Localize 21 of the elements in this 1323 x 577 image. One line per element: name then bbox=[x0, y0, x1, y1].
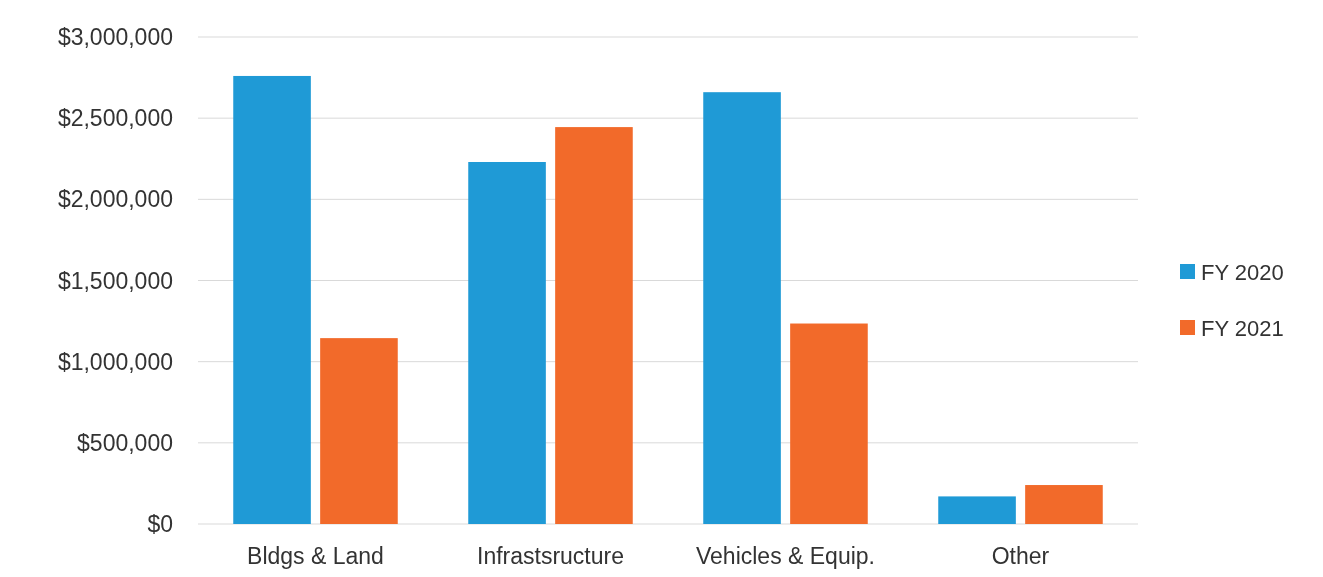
bar bbox=[703, 92, 781, 524]
bar bbox=[468, 162, 546, 524]
legend-label: FY 2020 bbox=[1201, 259, 1284, 285]
bar bbox=[938, 496, 1016, 524]
bar bbox=[790, 323, 868, 524]
bar bbox=[1025, 485, 1103, 524]
bar bbox=[233, 75, 311, 524]
y-tick-label: $0 bbox=[147, 511, 173, 538]
x-tick-label: Other bbox=[991, 543, 1050, 569]
bar bbox=[320, 338, 398, 524]
x-tick-label: Vehicles & Equip. bbox=[695, 543, 876, 569]
legend-label: FY 2021 bbox=[1201, 315, 1284, 341]
y-tick-label: $3,000,000 bbox=[57, 24, 173, 51]
y-tick-label: $2,500,000 bbox=[57, 105, 173, 132]
y-tick-label: $1,000,000 bbox=[57, 348, 173, 375]
x-tick-label: Bldgs & Land bbox=[247, 543, 384, 569]
x-tick-label: Infrastsructure bbox=[477, 543, 624, 569]
y-tick-label: $1,500,000 bbox=[57, 267, 173, 294]
y-tick-label: $500,000 bbox=[77, 429, 173, 456]
bar bbox=[555, 127, 633, 524]
y-tick-label: $2,000,000 bbox=[57, 186, 173, 213]
